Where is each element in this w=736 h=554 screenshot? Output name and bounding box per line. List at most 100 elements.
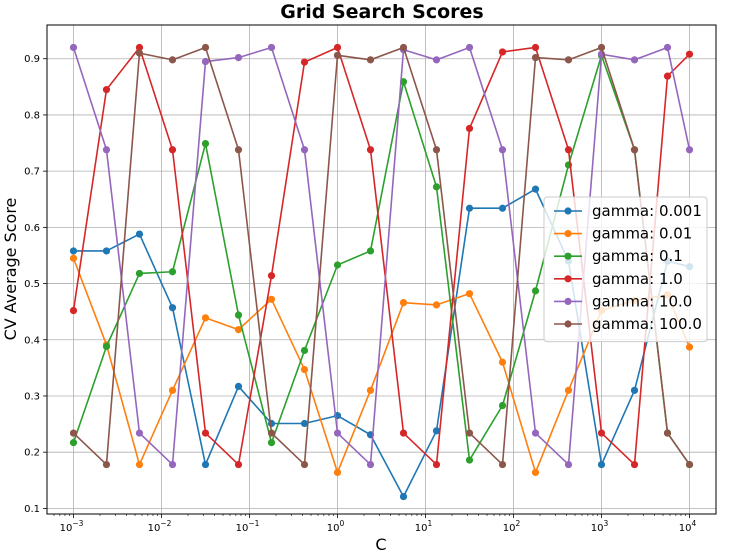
data-point — [597, 460, 606, 469]
data-point — [465, 124, 474, 133]
data-point — [234, 382, 243, 391]
data-point — [465, 456, 474, 464]
data-point — [465, 204, 474, 212]
data-point — [201, 43, 210, 52]
data-point — [465, 43, 474, 52]
data-point — [135, 460, 144, 469]
data-point — [432, 183, 441, 191]
legend-item: gamma: 10.0 — [554, 292, 692, 310]
data-point — [531, 43, 540, 52]
data-point — [432, 56, 441, 64]
data-point — [300, 419, 309, 428]
data-point — [663, 72, 672, 80]
data-point — [531, 468, 540, 477]
data-point — [399, 429, 408, 437]
series-6 — [69, 43, 694, 469]
data-point — [102, 247, 111, 255]
data-point — [630, 146, 639, 154]
data-point — [168, 56, 177, 64]
y-axis-label: CV Average Score — [1, 198, 20, 341]
data-point — [333, 429, 342, 437]
data-point — [564, 386, 573, 394]
data-point — [498, 146, 507, 154]
data-point — [366, 460, 375, 469]
data-point — [234, 311, 243, 319]
data-point — [564, 146, 573, 154]
data-point — [267, 429, 276, 437]
data-point — [498, 48, 507, 56]
legend-label: gamma: 10.0 — [592, 292, 692, 310]
data-point — [168, 304, 177, 312]
data-point — [234, 54, 243, 62]
legend-item: gamma: 100.0 — [554, 315, 702, 333]
data-point — [333, 51, 342, 59]
data-point — [69, 439, 78, 447]
data-point — [498, 358, 507, 366]
data-point — [564, 56, 573, 64]
series-1 — [69, 185, 694, 501]
data-point — [685, 146, 694, 154]
data-point — [102, 460, 111, 469]
data-point — [267, 43, 276, 52]
y-tick-label: 0.1 — [24, 504, 40, 515]
y-tick-label: 0.4 — [24, 335, 40, 346]
data-point — [168, 268, 177, 276]
data-point — [432, 301, 441, 309]
data-point — [135, 43, 144, 52]
data-point — [432, 460, 441, 469]
data-point — [465, 290, 474, 298]
legend-frame — [543, 196, 708, 343]
data-point — [300, 365, 309, 374]
data-point — [102, 86, 111, 94]
data-point — [201, 314, 210, 322]
data-point — [135, 429, 144, 437]
data-point — [201, 57, 210, 66]
y-tick-label: 0.9 — [24, 54, 40, 65]
data-point — [366, 247, 375, 255]
legend-marker — [564, 252, 572, 260]
series-line — [72, 46, 691, 466]
data-point — [366, 146, 375, 154]
data-point — [531, 429, 540, 437]
data-point — [399, 492, 408, 501]
data-point — [69, 429, 78, 437]
data-point — [201, 139, 210, 148]
y-tick-label: 0.6 — [24, 223, 40, 234]
data-point — [498, 204, 507, 212]
data-point — [685, 460, 694, 469]
legend-item: gamma: 0.1 — [554, 247, 683, 265]
data-point — [399, 43, 408, 52]
data-point — [135, 230, 144, 238]
data-point — [498, 401, 507, 410]
legend-item: gamma: 1.0 — [554, 270, 683, 288]
y-tick-label: 0.7 — [24, 167, 40, 178]
data-point — [465, 429, 474, 437]
data-point — [300, 146, 309, 154]
data-point — [168, 146, 177, 154]
data-point — [69, 247, 78, 255]
legend: gamma: 0.001 gamma: 0.01 gamma: 0.1 gamma: … — [543, 196, 708, 343]
data-point — [432, 146, 441, 154]
data-point — [69, 43, 78, 52]
data-point — [531, 185, 540, 193]
data-point — [685, 50, 694, 58]
data-point — [630, 460, 639, 469]
y-tick-label: 0.8 — [24, 110, 40, 121]
data-series — [69, 43, 694, 501]
data-point — [300, 346, 309, 355]
series-line — [72, 46, 691, 466]
data-point — [630, 56, 639, 64]
data-point — [630, 386, 639, 394]
data-point — [135, 269, 144, 278]
data-point — [663, 429, 672, 437]
data-point — [102, 146, 111, 154]
data-point — [300, 58, 309, 66]
data-point — [366, 56, 375, 64]
data-point — [168, 386, 177, 394]
data-point — [663, 43, 672, 52]
data-point — [399, 299, 408, 307]
y-tick-label: 0.3 — [24, 391, 40, 402]
legend-label: gamma: 0.001 — [592, 202, 702, 220]
data-point — [685, 343, 694, 351]
